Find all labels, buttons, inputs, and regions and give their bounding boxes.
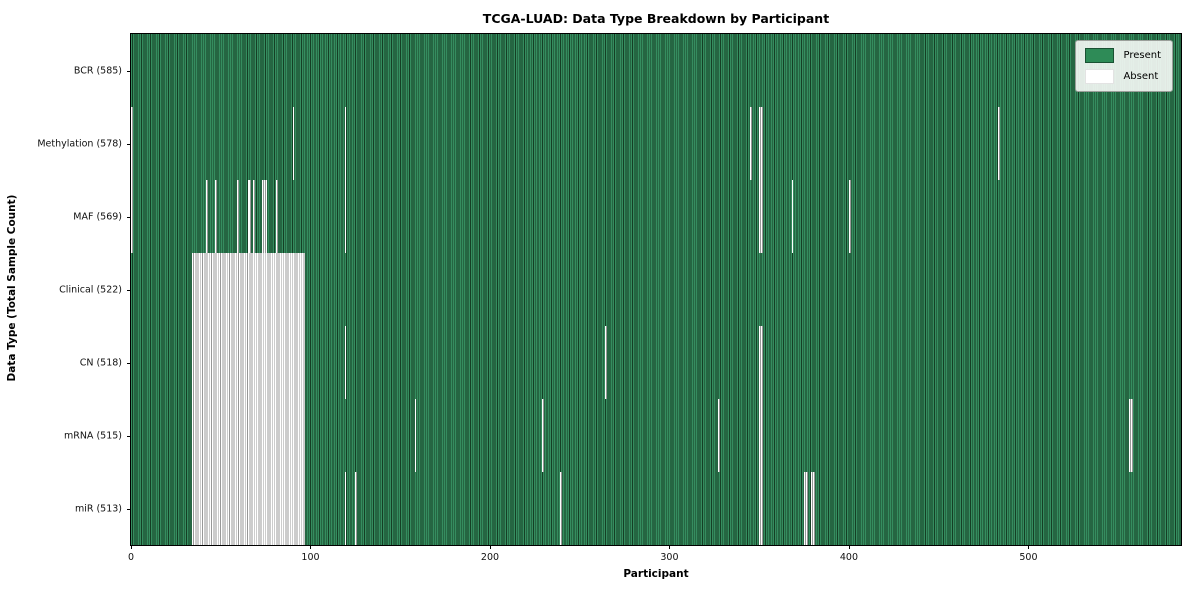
row-BCR <box>131 34 1181 107</box>
absent-segment <box>131 107 133 180</box>
absent-segment <box>761 472 763 545</box>
x-tick-label: 300 <box>660 552 679 563</box>
absent-segment <box>192 399 306 472</box>
x-tick-mark <box>848 545 850 549</box>
x-tick-label: 500 <box>1019 552 1038 563</box>
y-tick-mark <box>127 435 131 437</box>
absent-segment <box>131 180 133 253</box>
absent-segment <box>344 180 347 253</box>
absent-segment <box>848 180 851 253</box>
row-CN <box>131 326 1181 399</box>
y-tick-label-CN: CN (518) <box>79 357 122 368</box>
absent-segment <box>344 107 347 180</box>
x-tick-label: 200 <box>480 552 500 563</box>
legend-present-label: Present <box>1123 50 1161 61</box>
absent-segment <box>247 180 250 253</box>
absent-segment <box>759 107 761 180</box>
y-tick-mark <box>127 508 131 510</box>
absent-segment <box>759 472 761 545</box>
absent-segment <box>355 472 358 545</box>
absent-segment <box>759 326 761 399</box>
legend: Present Absent <box>1075 40 1173 92</box>
absent-segment <box>249 180 252 253</box>
y-tick-mark <box>127 216 131 218</box>
x-tick-mark <box>669 545 671 549</box>
absent-segment <box>761 107 763 180</box>
absent-segment <box>192 253 306 326</box>
absent-segment <box>276 180 279 253</box>
present-swatch-icon <box>1085 48 1115 63</box>
absent-segment <box>791 180 794 253</box>
y-tick-label-Methylation: Methylation (578) <box>37 138 122 149</box>
y-tick-label-mRNA: mRNA (515) <box>63 430 122 441</box>
absent-segment <box>997 107 1000 180</box>
absent-segment <box>805 472 808 545</box>
absent-segment <box>414 399 417 472</box>
x-tick-label: 0 <box>127 552 135 563</box>
row-mRNA <box>131 399 1181 472</box>
x-tick-mark <box>131 545 132 549</box>
y-axis-label: Data Type (Total Sample Count) <box>6 194 18 382</box>
absent-segment <box>236 180 239 253</box>
absent-segment <box>1128 399 1131 472</box>
y-tick-label-MAF: MAF (569) <box>73 211 122 222</box>
x-tick-mark <box>1028 545 1030 549</box>
absent-segment <box>604 326 607 399</box>
absent-segment <box>253 180 255 253</box>
x-axis-label: Participant <box>623 568 689 580</box>
legend-absent-label: Absent <box>1123 71 1159 82</box>
y-tick-label-Clinical: Clinical (522) <box>59 284 122 295</box>
absent-segment <box>263 180 266 253</box>
row-Clinical <box>131 253 1181 326</box>
absent-segment <box>759 399 761 472</box>
x-tick-label: 400 <box>839 552 859 563</box>
absent-swatch-icon <box>1085 69 1115 84</box>
y-tick-label-miR: miR (513) <box>74 503 122 514</box>
absent-segment <box>811 472 814 545</box>
absent-segment <box>761 326 763 399</box>
absent-segment <box>750 107 752 180</box>
row-MAF <box>131 180 1181 253</box>
legend-item-present: Present <box>1085 48 1161 63</box>
absent-segment <box>292 107 295 180</box>
absent-segment <box>262 180 264 253</box>
absent-segment <box>344 326 347 399</box>
row-miR <box>131 472 1181 545</box>
absent-segment <box>813 472 815 545</box>
absent-segment <box>265 180 268 253</box>
y-tick-mark <box>127 143 131 145</box>
legend-item-absent: Absent <box>1085 69 1161 84</box>
absent-segment <box>761 180 763 253</box>
absent-segment <box>1130 399 1133 472</box>
absent-segment <box>542 399 544 472</box>
absent-segment <box>804 472 806 545</box>
absent-segment <box>215 180 218 253</box>
absent-segment <box>206 180 209 253</box>
x-tick-mark <box>489 545 491 549</box>
chart-title: TCGA-LUAD: Data Type Breakdown by Partic… <box>482 11 830 26</box>
absent-segment <box>192 326 306 399</box>
y-tick-mark <box>127 362 131 364</box>
absent-segment <box>759 180 761 253</box>
absent-segment <box>717 399 720 472</box>
absent-segment <box>761 399 763 472</box>
row-Methylation <box>131 107 1181 180</box>
absent-segment <box>192 472 306 545</box>
y-tick-mark <box>127 70 131 72</box>
absent-segment <box>344 472 347 545</box>
y-tick-mark <box>127 289 131 291</box>
x-tick-label: 100 <box>301 552 320 563</box>
x-tick-mark <box>310 545 312 549</box>
absent-segment <box>559 472 562 545</box>
plot-area: Present Absent BCR (585) Methylation (578… <box>37 33 1182 563</box>
y-tick-label-BCR: BCR (585) <box>73 65 122 76</box>
